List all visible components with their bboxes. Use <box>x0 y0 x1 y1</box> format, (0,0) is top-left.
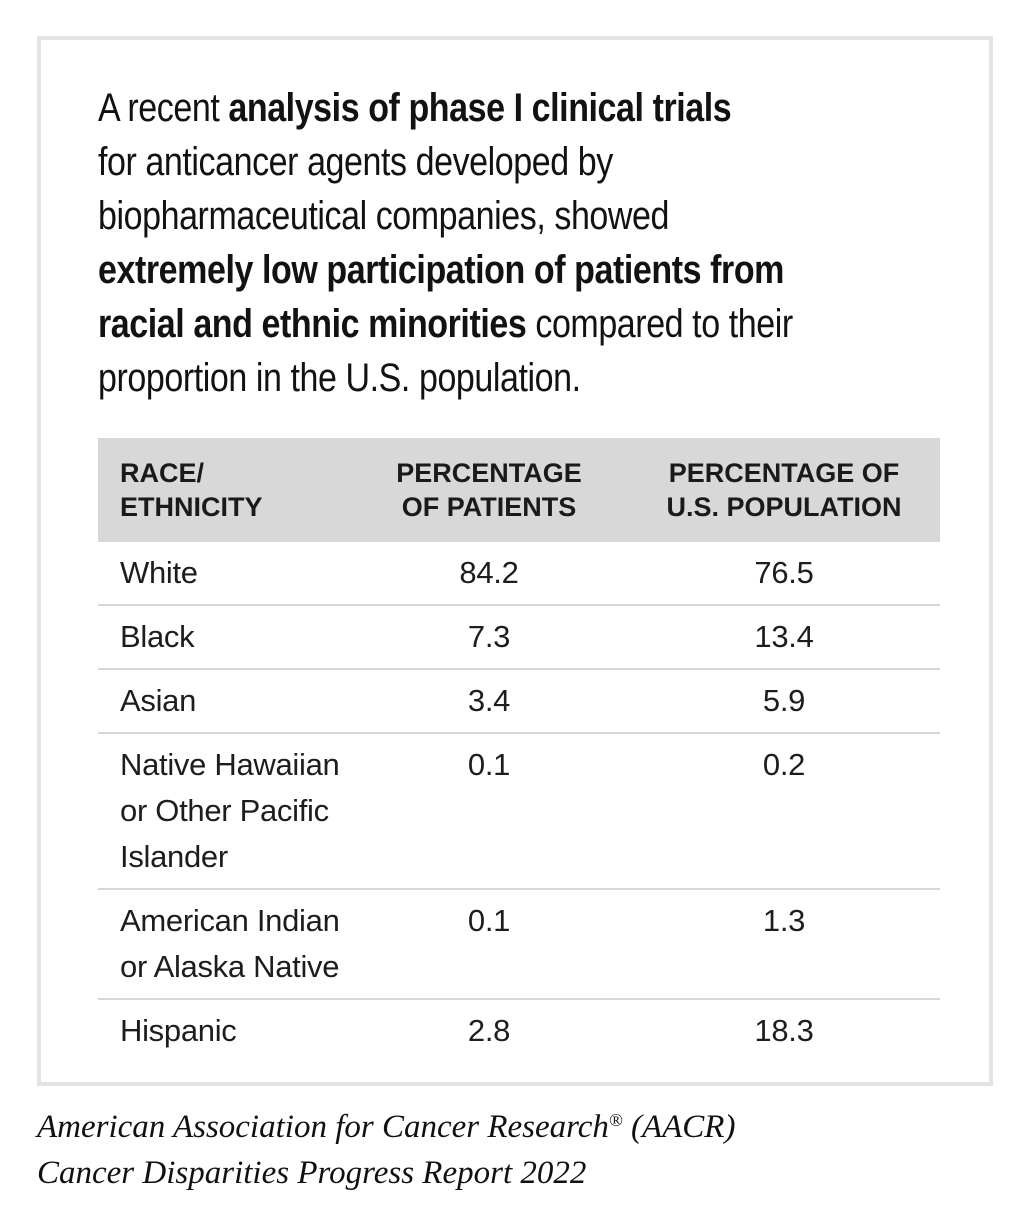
cell-percentage-of-us-population: 13.4 <box>754 619 814 654</box>
citation-organization: American Association for Cancer Research <box>37 1109 609 1145</box>
header-percentage-of-us-population: PERCENTAGE OF U.S. POPULATION <box>666 458 902 522</box>
header-percentage-of-patients: PERCENTAGE OF PATIENTS <box>396 458 582 522</box>
cell-percentage-of-us-population: 1.3 <box>762 903 806 938</box>
cell-percentage-of-patients: 3.4 <box>467 683 511 718</box>
cell-race-ethnicity: White <box>120 555 198 590</box>
table-row: Asian 3.4 5.9 <box>98 670 940 734</box>
table-row: Native Hawaiian or Other Pacific Islande… <box>98 734 940 890</box>
cell-race-ethnicity: Black <box>120 619 195 654</box>
table-header-row: RACE/ ETHNICITY PERCENTAGE OF PATIENTS P… <box>98 438 940 542</box>
table-row: Hispanic 2.8 18.3 <box>98 1000 940 1062</box>
cell-race-ethnicity: American Indian or Alaska Native <box>120 903 340 984</box>
cell-race-ethnicity: Hispanic <box>120 1013 237 1048</box>
source-citation: American Association for Cancer Research… <box>37 1104 937 1196</box>
cell-percentage-of-patients: 0.1 <box>467 747 511 782</box>
race-ethnicity-table: RACE/ ETHNICITY PERCENTAGE OF PATIENTS P… <box>98 438 940 1062</box>
table-body: White 84.2 76.5 Black 7.3 13.4 Asian 3.4… <box>98 542 940 1062</box>
header-race-ethnicity: RACE/ ETHNICITY <box>120 458 263 522</box>
cell-percentage-of-patients: 7.3 <box>467 619 511 654</box>
cell-percentage-of-us-population: 0.2 <box>762 747 806 782</box>
cell-percentage-of-patients: 2.8 <box>467 1013 511 1048</box>
cell-race-ethnicity: Asian <box>120 683 197 718</box>
cell-percentage-of-us-population: 18.3 <box>754 1013 814 1048</box>
cell-race-ethnicity: Native Hawaiian or Other Pacific Islande… <box>120 747 340 874</box>
table-row: White 84.2 76.5 <box>98 542 940 606</box>
stat-card: A recent analysis of phase I clinical tr… <box>37 36 993 1086</box>
cell-percentage-of-us-population: 76.5 <box>754 555 814 590</box>
intro-paragraph: A recent analysis of phase I clinical tr… <box>98 81 982 405</box>
citation-acronym: (AACR) <box>622 1109 736 1145</box>
intro-text: A recent <box>98 86 229 130</box>
table-row: Black 7.3 13.4 <box>98 606 940 670</box>
table-row: American Indian or Alaska Native 0.1 1.3 <box>98 890 940 1000</box>
registered-trademark-symbol: ® <box>608 1110 623 1131</box>
intro-bold-text: extremely low participation of patients … <box>98 248 784 346</box>
cell-percentage-of-patients: 0.1 <box>467 903 511 938</box>
citation-report-title: Cancer Disparities Progress Report 2022 <box>37 1155 587 1191</box>
intro-text: for anticancer agents developed by bioph… <box>98 140 670 238</box>
cell-percentage-of-patients: 84.2 <box>459 555 519 590</box>
intro-text: compared to their proportion in the U.S.… <box>98 302 793 400</box>
cell-percentage-of-us-population: 5.9 <box>762 683 806 718</box>
intro-bold-text: analysis of phase I clinical trials <box>228 86 732 130</box>
